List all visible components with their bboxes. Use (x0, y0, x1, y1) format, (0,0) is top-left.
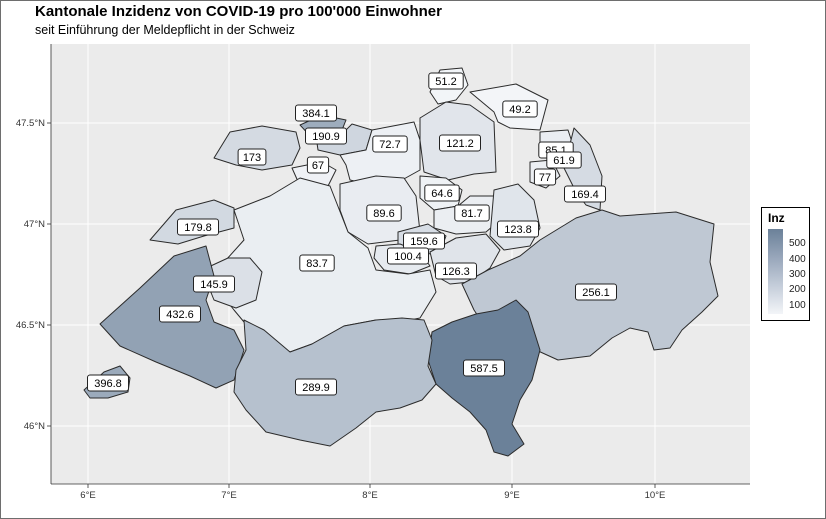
svg-text:67: 67 (312, 160, 324, 172)
canton-incidence-label: 123.8 (497, 220, 539, 238)
svg-text:89.6: 89.6 (373, 208, 394, 220)
x-tick-label: 7°E (221, 490, 236, 501)
canton-incidence-label: 83.7 (299, 254, 335, 272)
y-tick-label: 46.5°N (16, 320, 45, 331)
map-title: Kantonale Inzidenz von COVID-19 pro 100'… (35, 3, 442, 20)
canton-incidence-label: 159.6 (403, 232, 445, 250)
canton-incidence-label: 64.6 (424, 184, 460, 202)
svg-text:396.8: 396.8 (94, 378, 122, 390)
canton-incidence-label: 432.6 (159, 305, 201, 323)
canton-incidence-label: 256.1 (575, 283, 617, 301)
canton-incidence-label: 49.2 (502, 100, 538, 118)
x-tick-label: 6°E (80, 490, 95, 501)
legend-color-bar (768, 229, 783, 314)
svg-text:100.4: 100.4 (394, 251, 422, 263)
svg-text:61.9: 61.9 (553, 155, 574, 167)
map-subtitle: seit Einführung der Meldepflicht in der … (35, 23, 295, 37)
svg-text:126.3: 126.3 (442, 266, 470, 278)
legend-tick: 300 (789, 269, 806, 280)
svg-text:169.4: 169.4 (571, 189, 599, 201)
canton-incidence-label: 173 (237, 148, 267, 166)
canton-incidence-label: 81.7 (454, 204, 490, 222)
canton-incidence-label: 179.8 (177, 218, 219, 236)
svg-text:121.2: 121.2 (446, 138, 474, 150)
y-tick-label: 47°N (24, 219, 45, 230)
cantons-layer (83, 67, 719, 457)
svg-text:77: 77 (539, 172, 551, 184)
canton-incidence-label: 145.9 (193, 275, 235, 293)
canton-incidence-label: 61.9 (546, 151, 582, 169)
legend-tick: 400 (789, 254, 806, 265)
canton-incidence-label: 89.6 (366, 204, 402, 222)
canton-region (213, 125, 301, 171)
y-tick-label: 46°N (24, 421, 45, 432)
canton-incidence-label: 384.1 (295, 104, 337, 122)
canton-incidence-label: 77 (533, 168, 557, 186)
y-tick-label: 47.5°N (16, 118, 45, 129)
canton-incidence-label: 100.4 (387, 247, 429, 265)
canton-incidence-label: 587.5 (463, 359, 505, 377)
axes: 6°E 7°E 8°E 9°E 10°E 47.5°N 47°N 46.5°N 46°N (16, 44, 750, 501)
legend-tick: 500 (789, 238, 806, 249)
svg-text:145.9: 145.9 (200, 279, 228, 291)
svg-text:289.9: 289.9 (302, 382, 330, 394)
svg-text:49.2: 49.2 (509, 104, 530, 116)
canton-incidence-label: 169.4 (564, 185, 606, 203)
legend-tick: 200 (789, 284, 806, 295)
svg-text:432.6: 432.6 (166, 309, 194, 321)
x-tick-label: 8°E (362, 490, 377, 501)
canton-incidence-label: 126.3 (435, 262, 477, 280)
x-tick-label: 9°E (504, 490, 519, 501)
svg-text:51.2: 51.2 (435, 76, 456, 88)
svg-text:179.8: 179.8 (184, 222, 212, 234)
svg-text:123.8: 123.8 (504, 224, 532, 236)
svg-text:83.7: 83.7 (306, 258, 327, 270)
canton-incidence-label: 190.9 (305, 127, 347, 145)
x-tick-label: 10°E (645, 490, 666, 501)
legend-tick: 100 (789, 300, 806, 311)
svg-text:384.1: 384.1 (302, 108, 330, 120)
svg-text:159.6: 159.6 (410, 236, 438, 248)
canton-incidence-label: 396.8 (87, 374, 129, 392)
svg-text:256.1: 256.1 (582, 287, 610, 299)
svg-text:190.9: 190.9 (312, 131, 340, 143)
canton-incidence-label: 72.7 (372, 135, 408, 153)
svg-text:72.7: 72.7 (379, 139, 400, 151)
svg-text:64.6: 64.6 (431, 188, 452, 200)
svg-text:587.5: 587.5 (470, 363, 498, 375)
canton-region (427, 299, 541, 457)
canton-incidence-label: 121.2 (439, 134, 481, 152)
canton-incidence-label: 67 (306, 156, 330, 174)
svg-text:173: 173 (243, 152, 261, 164)
legend-title: Inz (768, 211, 785, 225)
svg-text:81.7: 81.7 (461, 208, 482, 220)
color-legend: Inz 500 400 300 200 100 (761, 207, 810, 321)
canton-incidence-label: 51.2 (428, 72, 464, 90)
canton-incidence-label: 289.9 (295, 378, 337, 396)
